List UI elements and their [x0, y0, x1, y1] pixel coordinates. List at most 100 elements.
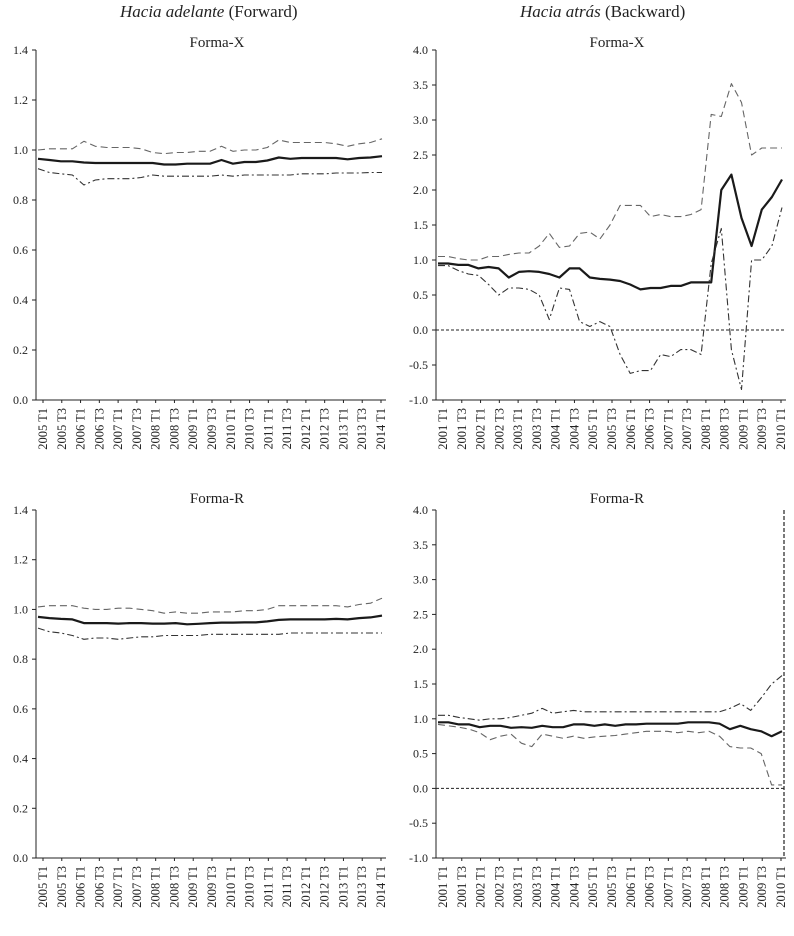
x-tick-label: 2012 T1 [299, 866, 313, 908]
x-tick-label: 2002 T3 [492, 866, 506, 908]
chart-fwd-x: Forma-X 0.0 0.2 0.4 0.6 0.8 1.0 1.2 1.4 2005 T1 20… [13, 35, 388, 450]
x-tick-label: 2009 T1 [186, 408, 200, 450]
backward-title-rest: (Backward) [600, 2, 686, 21]
x-tick-label: 2012 T3 [318, 866, 332, 908]
x-tick-label: 2010 T1 [774, 408, 788, 450]
chart-title: Forma-R [590, 491, 644, 507]
y-tick-label: 4.0 [413, 503, 428, 517]
y-tick-label: 2.5 [413, 607, 428, 621]
y-tick-label: 0.0 [13, 393, 28, 407]
x-tick-label: 2008 T3 [718, 408, 732, 450]
x-tick-label: 2007 T3 [130, 408, 144, 450]
x-tick-label: 2006 T3 [92, 866, 106, 908]
x-tick-label: 2005 T3 [55, 866, 69, 908]
series-lower [37, 627, 382, 640]
y-tick-label: 3.5 [413, 78, 428, 92]
y-tick-label: 1.5 [413, 677, 428, 691]
x-tick-label: 2002 T3 [492, 408, 506, 450]
x-tick-label: 2006 T3 [643, 408, 657, 450]
backward-title-italic: Hacia atrás [520, 2, 601, 21]
chart-title: Forma-X [190, 35, 245, 51]
x-tick-label: 2005 T3 [55, 408, 69, 450]
x-tick-label: 2009 T3 [755, 866, 769, 908]
x-tick-label: 2011 T3 [280, 866, 294, 907]
forward-title-italic: Hacia adelante [120, 2, 225, 21]
series-upper [37, 597, 383, 614]
x-tick-label: 2008 T1 [149, 866, 163, 908]
series-upper [438, 83, 782, 261]
x-tick-label: 2010 T1 [224, 408, 238, 450]
x-tick-label: 2014 T1 [374, 408, 388, 450]
x-tick-label: 2012 T3 [318, 408, 332, 450]
x-tick-label: 2011 T3 [280, 408, 294, 449]
x-tick-label: 2006 T1 [74, 866, 88, 908]
x-tick-label: 2013 T1 [336, 408, 350, 450]
y-tick-label: 0.8 [13, 193, 28, 207]
y-tick-label: 2.0 [413, 642, 428, 656]
y-tick-label: 3.5 [413, 538, 428, 552]
forward-title-rest: (Forward) [224, 2, 298, 21]
y-tick-label: 1.0 [13, 143, 28, 157]
y-tick-label: 1.2 [13, 553, 28, 567]
y-tick-label: 1.0 [413, 253, 428, 267]
x-tick-label: 2008 T3 [167, 866, 181, 908]
x-tick-label: 2007 T3 [680, 408, 694, 450]
x-tick-label: 2005 T1 [586, 408, 600, 450]
x-tick-label: 2010 T3 [243, 866, 257, 908]
series-upper [37, 138, 383, 155]
forward-column-title: Hacia adelante (Forward) [120, 2, 298, 22]
y-tick-label: 1.2 [13, 93, 28, 107]
x-tick-label: 2009 T3 [755, 408, 769, 450]
x-tick-label: 2008 T1 [149, 408, 163, 450]
y-tick-label: 0.2 [13, 343, 28, 357]
y-tick-label: 0.8 [13, 652, 28, 666]
x-tick-label: 2014 T1 [374, 866, 388, 908]
y-tick-label: -0.5 [409, 358, 428, 372]
series-lower [438, 207, 783, 391]
x-tick-label: 2002 T1 [474, 866, 488, 908]
x-tick-label: 2003 T3 [530, 866, 544, 908]
y-tick-label: 4.0 [413, 43, 428, 57]
x-tick-label: 2006 T3 [643, 866, 657, 908]
y-tick-label: 0.6 [13, 702, 28, 716]
x-tick-label: 2005 T1 [36, 408, 50, 450]
series-estimate [37, 155, 383, 166]
y-tick-label: 0.0 [13, 851, 28, 865]
x-tick-label: 2006 T1 [624, 866, 638, 908]
y-tick-label: 0.0 [413, 323, 428, 337]
y-tick-label: 0.6 [13, 243, 28, 257]
x-tick-label: 2009 T3 [205, 866, 219, 908]
chart-fwd-r: Forma-R 0.0 0.2 0.4 0.6 0.8 1.0 1.2 1.4 2005 T1 20… [13, 491, 388, 908]
x-tick-label: 2012 T1 [299, 408, 313, 450]
x-tick-label: 2005 T3 [605, 408, 619, 450]
x-tick-label: 2003 T1 [511, 866, 525, 908]
series-lower [37, 168, 382, 186]
x-tick-label: 2004 T1 [549, 408, 563, 450]
y-tick-label: 2.5 [413, 148, 428, 162]
x-tick-label: 2001 T3 [455, 408, 469, 450]
x-tick-label: 2003 T1 [511, 408, 525, 450]
y-tick-label: -0.5 [409, 816, 428, 830]
x-tick-label: 2013 T1 [336, 866, 350, 908]
series-estimate [37, 614, 383, 626]
x-tick-label: 2011 T1 [261, 866, 275, 907]
y-tick-label: 3.0 [413, 573, 428, 587]
x-tick-label: 2007 T3 [130, 866, 144, 908]
x-tick-label: 2009 T1 [736, 866, 750, 908]
y-tick-label: 3.0 [413, 113, 428, 127]
series-estimate [438, 721, 783, 738]
x-tick-label: 2002 T1 [474, 408, 488, 450]
backward-column-title: Hacia atrás (Backward) [520, 2, 685, 22]
x-tick-label: 2013 T3 [355, 408, 369, 450]
chart-bwd-x: Forma-X -1.0 -0.5 0.0 0.5 1.0 1.5 2.0 2.5 3.0 3.5 4… [409, 35, 788, 450]
x-tick-label: 2009 T1 [736, 408, 750, 450]
x-tick-label: 2006 T3 [92, 408, 106, 450]
x-tick-label: 2007 T1 [111, 408, 125, 450]
y-tick-label: 1.4 [13, 503, 28, 517]
y-tick-label: 1.0 [13, 602, 28, 616]
x-tick-label: 2005 T1 [36, 866, 50, 908]
x-tick-label: 2004 T1 [549, 866, 563, 908]
x-tick-label: 2008 T1 [699, 866, 713, 908]
series-upper [438, 675, 783, 721]
